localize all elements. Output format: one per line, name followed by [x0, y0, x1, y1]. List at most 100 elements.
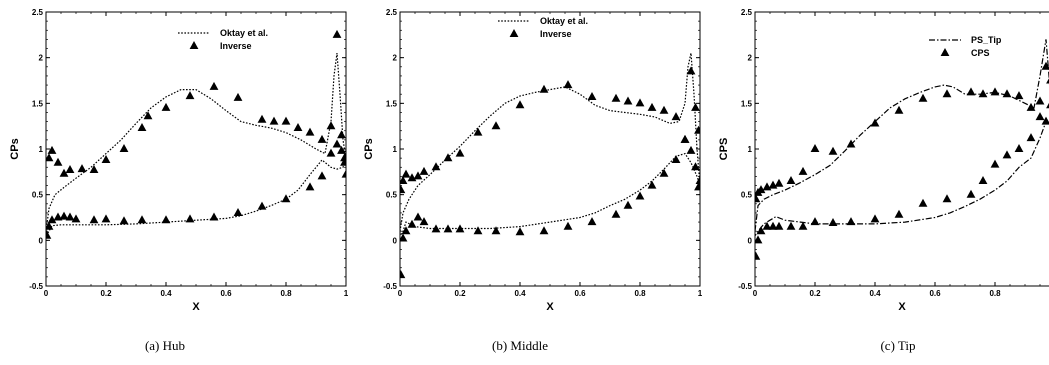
data-point-triangle	[209, 212, 219, 221]
data-point-triangle	[293, 123, 303, 131]
data-point-triangle	[491, 121, 501, 130]
data-point-triangle	[281, 116, 291, 125]
y-tick-label: 1.5	[386, 99, 398, 108]
data-point-triangle	[137, 123, 147, 131]
data-point-triangle	[786, 221, 796, 230]
data-point-triangle	[46, 221, 54, 230]
data-point-triangle	[691, 102, 700, 111]
data-point-triangle	[810, 217, 820, 226]
data-point-triangle	[89, 165, 99, 173]
data-point-triangle	[623, 96, 633, 105]
x-axis-label: X	[898, 301, 906, 313]
data-point-triangle	[635, 98, 645, 107]
data-point-triangle	[119, 216, 129, 225]
data-point-triangle	[257, 201, 267, 210]
y-axis-label: CPs	[9, 138, 21, 159]
y-tick-label: 1	[39, 145, 44, 154]
data-point-triangle	[101, 155, 111, 163]
data-point-triangle	[47, 215, 57, 224]
legend-label: Oktay et al.	[220, 28, 268, 38]
data-point-triangle	[185, 214, 195, 223]
data-point-triangle	[137, 215, 147, 224]
data-point-triangle	[77, 164, 87, 173]
data-point-triangle	[1035, 112, 1045, 121]
data-point-triangle	[46, 230, 52, 239]
data-point-triangle	[71, 214, 81, 223]
data-point-triangle	[810, 144, 820, 152]
data-point-triangle	[671, 112, 681, 121]
y-tick-label: 1.5	[32, 99, 44, 108]
data-point-triangle	[659, 105, 669, 114]
data-point-triangle	[635, 191, 645, 200]
data-point-triangle	[443, 224, 453, 233]
data-point-triangle	[918, 198, 928, 207]
data-point-triangle	[65, 165, 75, 173]
data-point-triangle	[1014, 144, 1024, 152]
data-point-triangle	[443, 153, 453, 162]
legend-label: Inverse	[540, 29, 572, 39]
data-point-triangle	[1014, 91, 1024, 100]
data-point-triangle	[1002, 89, 1012, 98]
data-point-triangle	[539, 84, 549, 93]
data-point-triangle	[942, 89, 952, 98]
chart-panel-1: -0.500.511.522.50 0.2 0.4 0.6 0.8 1XCPsOktay …	[363, 8, 703, 353]
series-group	[46, 29, 346, 239]
x-tick-label: 0.4	[514, 289, 526, 298]
figure-caption: (b) Middle	[492, 338, 548, 353]
data-point-triangle	[846, 139, 856, 148]
data-point-triangle	[305, 127, 315, 136]
data-point-triangle	[233, 92, 243, 101]
data-point-triangle	[89, 215, 99, 224]
data-point-triangle	[942, 194, 952, 203]
y-tick-label: -0.5	[29, 282, 43, 291]
data-point-triangle	[611, 93, 621, 102]
data-point-triangle	[978, 89, 988, 98]
data-point-triangle	[798, 166, 808, 175]
y-tick-label: 0.5	[32, 191, 44, 200]
y-tick-label: 2.5	[32, 8, 44, 17]
data-point-triangle	[400, 185, 406, 194]
y-axis-label: CPS	[718, 138, 730, 161]
data-point-triangle	[455, 148, 465, 157]
data-point-triangle	[680, 134, 690, 143]
x-tick-label: 0.2	[100, 289, 112, 298]
data-point-triangle	[990, 159, 1000, 168]
data-point-triangle	[870, 214, 880, 223]
plot-frame	[399, 11, 701, 287]
data-point-triangle	[337, 130, 346, 139]
data-point-triangle	[407, 219, 417, 228]
y-tick-label: 0	[748, 236, 753, 245]
data-point-triangle	[828, 146, 838, 155]
data-point-triangle	[587, 92, 597, 100]
x-tick-label: 0.6	[929, 289, 941, 298]
x-tick-label: 1	[698, 289, 703, 298]
y-tick-label: 2.5	[386, 8, 398, 17]
data-point-triangle	[473, 127, 483, 136]
data-point-triangle	[1026, 133, 1036, 142]
data-point-triangle	[281, 194, 291, 203]
data-point-triangle	[413, 212, 423, 221]
data-point-triangle	[1002, 150, 1012, 159]
data-point-triangle	[47, 145, 57, 154]
data-point-triangle	[647, 102, 657, 111]
chart-panel-0: -0.500.511.522.50 0.2 0.4 0.6 0.8 1XCPsOktay …	[9, 8, 349, 353]
y-tick-label: 1	[393, 145, 398, 154]
data-point-triangle	[623, 200, 633, 209]
data-point-triangle	[209, 81, 219, 90]
data-point-triangle	[401, 226, 411, 235]
y-tick-label: 0.5	[386, 191, 398, 200]
y-tick-label: 2	[39, 54, 44, 63]
data-point-triangle	[894, 105, 904, 114]
x-tick-label: 0.4	[869, 289, 881, 298]
data-point-triangle	[1026, 102, 1036, 111]
data-point-triangle	[894, 209, 904, 218]
data-point-triangle	[755, 251, 761, 260]
x-tick-label: 0.6	[574, 289, 586, 298]
series-line	[755, 39, 1049, 237]
data-point-triangle	[455, 224, 465, 233]
data-point-triangle	[774, 221, 784, 230]
data-point-triangle	[413, 171, 423, 180]
data-point-triangle	[774, 178, 784, 187]
data-point-triangle	[978, 176, 988, 184]
x-tick-label: 1	[344, 289, 349, 298]
